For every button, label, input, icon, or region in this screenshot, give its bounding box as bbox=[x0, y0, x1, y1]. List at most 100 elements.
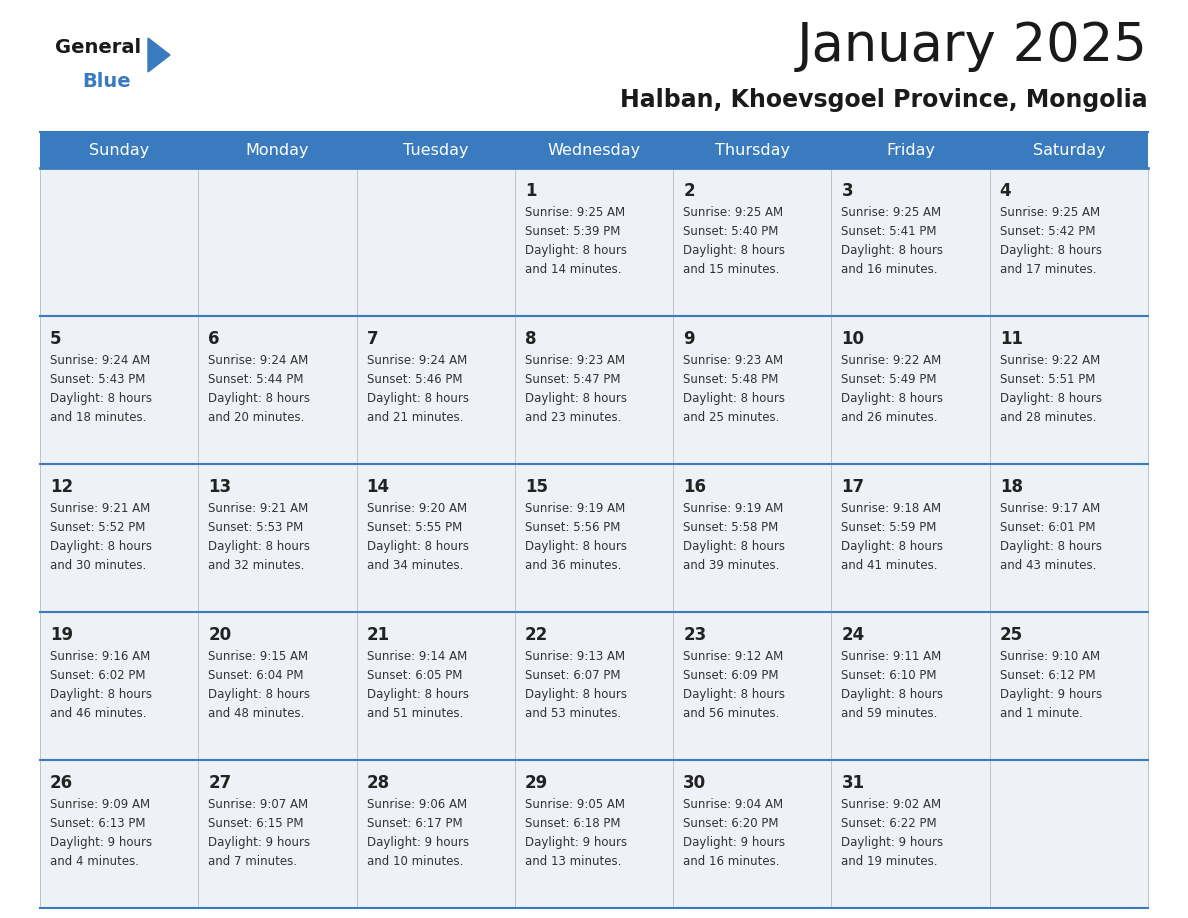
Text: Sunset: 6:18 PM: Sunset: 6:18 PM bbox=[525, 817, 620, 830]
Text: 24: 24 bbox=[841, 626, 865, 644]
Text: and 59 minutes.: and 59 minutes. bbox=[841, 707, 937, 720]
Text: 11: 11 bbox=[1000, 330, 1023, 348]
Text: Daylight: 9 hours: Daylight: 9 hours bbox=[683, 836, 785, 849]
Text: Sunset: 6:09 PM: Sunset: 6:09 PM bbox=[683, 669, 778, 682]
Text: and 51 minutes.: and 51 minutes. bbox=[367, 707, 463, 720]
Text: 21: 21 bbox=[367, 626, 390, 644]
Text: January 2025: January 2025 bbox=[797, 20, 1148, 72]
Text: and 25 minutes.: and 25 minutes. bbox=[683, 411, 779, 424]
Text: Sunrise: 9:20 AM: Sunrise: 9:20 AM bbox=[367, 502, 467, 515]
Text: 23: 23 bbox=[683, 626, 707, 644]
Text: and 30 minutes.: and 30 minutes. bbox=[50, 559, 146, 572]
Text: 14: 14 bbox=[367, 478, 390, 496]
Text: 31: 31 bbox=[841, 774, 865, 792]
Text: Daylight: 8 hours: Daylight: 8 hours bbox=[1000, 540, 1101, 553]
Text: Sunrise: 9:16 AM: Sunrise: 9:16 AM bbox=[50, 650, 150, 663]
Text: and 32 minutes.: and 32 minutes. bbox=[208, 559, 304, 572]
Text: 13: 13 bbox=[208, 478, 232, 496]
Text: 12: 12 bbox=[50, 478, 74, 496]
Text: Sunset: 6:01 PM: Sunset: 6:01 PM bbox=[1000, 521, 1095, 534]
Text: and 21 minutes.: and 21 minutes. bbox=[367, 411, 463, 424]
Text: 28: 28 bbox=[367, 774, 390, 792]
Text: 4: 4 bbox=[1000, 182, 1011, 200]
Text: Sunset: 6:10 PM: Sunset: 6:10 PM bbox=[841, 669, 937, 682]
Text: Daylight: 8 hours: Daylight: 8 hours bbox=[1000, 244, 1101, 257]
Text: Sunrise: 9:21 AM: Sunrise: 9:21 AM bbox=[208, 502, 309, 515]
Text: Daylight: 8 hours: Daylight: 8 hours bbox=[841, 688, 943, 701]
Text: Sunset: 5:51 PM: Sunset: 5:51 PM bbox=[1000, 373, 1095, 386]
Text: and 13 minutes.: and 13 minutes. bbox=[525, 855, 621, 868]
Text: Sunset: 5:39 PM: Sunset: 5:39 PM bbox=[525, 225, 620, 238]
Text: 7: 7 bbox=[367, 330, 378, 348]
Text: Sunset: 6:02 PM: Sunset: 6:02 PM bbox=[50, 669, 145, 682]
Text: Sunrise: 9:24 AM: Sunrise: 9:24 AM bbox=[208, 354, 309, 367]
Text: Daylight: 8 hours: Daylight: 8 hours bbox=[683, 540, 785, 553]
Text: 5: 5 bbox=[50, 330, 62, 348]
Text: Sunrise: 9:22 AM: Sunrise: 9:22 AM bbox=[1000, 354, 1100, 367]
Text: 20: 20 bbox=[208, 626, 232, 644]
Text: Sunrise: 9:14 AM: Sunrise: 9:14 AM bbox=[367, 650, 467, 663]
Text: and 7 minutes.: and 7 minutes. bbox=[208, 855, 297, 868]
Text: 8: 8 bbox=[525, 330, 536, 348]
Text: Wednesday: Wednesday bbox=[548, 142, 640, 158]
Text: and 18 minutes.: and 18 minutes. bbox=[50, 411, 146, 424]
Text: 17: 17 bbox=[841, 478, 865, 496]
Text: Sunset: 6:05 PM: Sunset: 6:05 PM bbox=[367, 669, 462, 682]
Text: Daylight: 8 hours: Daylight: 8 hours bbox=[208, 540, 310, 553]
Text: Sunset: 5:56 PM: Sunset: 5:56 PM bbox=[525, 521, 620, 534]
Text: Daylight: 8 hours: Daylight: 8 hours bbox=[367, 540, 468, 553]
Text: Monday: Monday bbox=[246, 142, 309, 158]
Text: and 28 minutes.: and 28 minutes. bbox=[1000, 411, 1097, 424]
Text: Sunset: 5:59 PM: Sunset: 5:59 PM bbox=[841, 521, 937, 534]
Text: 3: 3 bbox=[841, 182, 853, 200]
Bar bbox=[40, 132, 1148, 168]
Text: and 4 minutes.: and 4 minutes. bbox=[50, 855, 139, 868]
Text: Daylight: 8 hours: Daylight: 8 hours bbox=[841, 244, 943, 257]
Text: and 16 minutes.: and 16 minutes. bbox=[841, 263, 939, 276]
Text: Daylight: 9 hours: Daylight: 9 hours bbox=[1000, 688, 1101, 701]
Text: Sunset: 5:52 PM: Sunset: 5:52 PM bbox=[50, 521, 145, 534]
Text: Daylight: 8 hours: Daylight: 8 hours bbox=[50, 540, 152, 553]
Text: and 43 minutes.: and 43 minutes. bbox=[1000, 559, 1097, 572]
Text: Sunrise: 9:23 AM: Sunrise: 9:23 AM bbox=[683, 354, 783, 367]
Text: 30: 30 bbox=[683, 774, 707, 792]
Text: Sunset: 5:49 PM: Sunset: 5:49 PM bbox=[841, 373, 937, 386]
Text: and 16 minutes.: and 16 minutes. bbox=[683, 855, 779, 868]
Text: Sunrise: 9:07 AM: Sunrise: 9:07 AM bbox=[208, 798, 309, 811]
Text: Sunrise: 9:19 AM: Sunrise: 9:19 AM bbox=[525, 502, 625, 515]
Text: Sunset: 6:22 PM: Sunset: 6:22 PM bbox=[841, 817, 937, 830]
Text: Tuesday: Tuesday bbox=[403, 142, 468, 158]
Text: 1: 1 bbox=[525, 182, 536, 200]
Bar bbox=[40, 464, 1148, 612]
Text: Daylight: 8 hours: Daylight: 8 hours bbox=[525, 392, 627, 405]
Text: Sunrise: 9:18 AM: Sunrise: 9:18 AM bbox=[841, 502, 942, 515]
Text: 16: 16 bbox=[683, 478, 706, 496]
Text: Daylight: 8 hours: Daylight: 8 hours bbox=[208, 688, 310, 701]
Text: and 1 minute.: and 1 minute. bbox=[1000, 707, 1082, 720]
Text: and 20 minutes.: and 20 minutes. bbox=[208, 411, 304, 424]
Text: 2: 2 bbox=[683, 182, 695, 200]
Text: Sunset: 5:53 PM: Sunset: 5:53 PM bbox=[208, 521, 304, 534]
Text: Sunrise: 9:19 AM: Sunrise: 9:19 AM bbox=[683, 502, 783, 515]
Text: 6: 6 bbox=[208, 330, 220, 348]
Text: and 26 minutes.: and 26 minutes. bbox=[841, 411, 939, 424]
Text: Sunrise: 9:25 AM: Sunrise: 9:25 AM bbox=[841, 206, 942, 219]
Text: Daylight: 8 hours: Daylight: 8 hours bbox=[841, 540, 943, 553]
Text: Daylight: 9 hours: Daylight: 9 hours bbox=[367, 836, 469, 849]
Text: 15: 15 bbox=[525, 478, 548, 496]
Text: Daylight: 8 hours: Daylight: 8 hours bbox=[525, 244, 627, 257]
Text: Sunrise: 9:25 AM: Sunrise: 9:25 AM bbox=[683, 206, 783, 219]
Text: Sunrise: 9:06 AM: Sunrise: 9:06 AM bbox=[367, 798, 467, 811]
Text: Sunrise: 9:24 AM: Sunrise: 9:24 AM bbox=[367, 354, 467, 367]
Text: Daylight: 9 hours: Daylight: 9 hours bbox=[50, 836, 152, 849]
Text: Sunset: 6:07 PM: Sunset: 6:07 PM bbox=[525, 669, 620, 682]
Text: Sunrise: 9:22 AM: Sunrise: 9:22 AM bbox=[841, 354, 942, 367]
Text: Sunset: 6:17 PM: Sunset: 6:17 PM bbox=[367, 817, 462, 830]
Text: Saturday: Saturday bbox=[1032, 142, 1105, 158]
Text: and 48 minutes.: and 48 minutes. bbox=[208, 707, 304, 720]
Text: Sunset: 5:41 PM: Sunset: 5:41 PM bbox=[841, 225, 937, 238]
Bar bbox=[40, 612, 1148, 760]
Text: General: General bbox=[55, 38, 141, 57]
Text: Sunset: 6:15 PM: Sunset: 6:15 PM bbox=[208, 817, 304, 830]
Text: and 53 minutes.: and 53 minutes. bbox=[525, 707, 621, 720]
